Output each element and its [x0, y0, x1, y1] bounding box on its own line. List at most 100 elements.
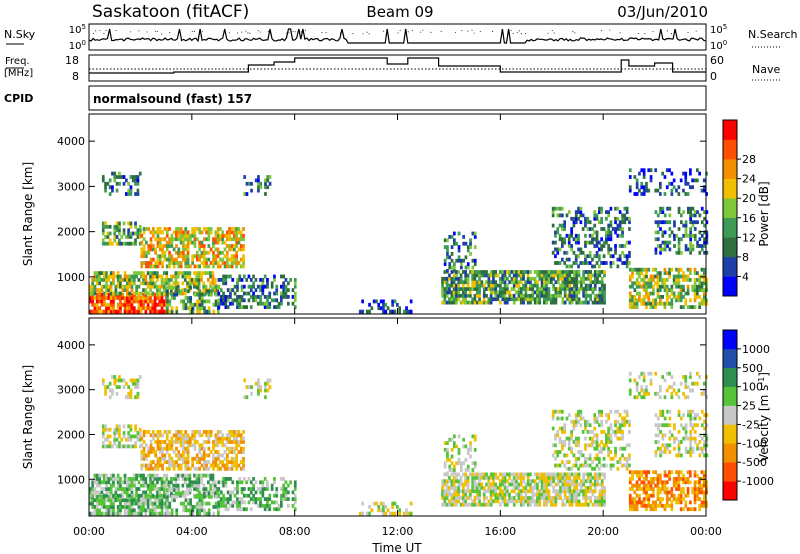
power-cell	[226, 237, 229, 242]
velocity-cell	[691, 487, 694, 491]
velocity-cell	[233, 440, 236, 444]
power-cell	[197, 274, 201, 279]
velocity-cell	[526, 479, 530, 484]
power-cell	[661, 240, 665, 245]
velocity-cell	[144, 483, 148, 488]
power-cell	[441, 280, 444, 285]
power-cell	[280, 284, 283, 289]
velocity-cell	[496, 486, 500, 490]
power-cell	[478, 280, 481, 285]
velocity-cell	[116, 480, 120, 485]
velocity-cell	[682, 473, 685, 478]
power-cell	[466, 287, 470, 291]
power-cell	[134, 221, 137, 226]
colorbar-tick-label: 28	[742, 153, 756, 166]
velocity-cell	[572, 463, 576, 468]
velocity-cell	[212, 446, 215, 451]
power-cell	[186, 299, 190, 304]
power-cell	[170, 261, 174, 265]
power-cell	[645, 288, 648, 292]
power-cell	[473, 300, 477, 305]
velocity-cell	[293, 493, 297, 498]
power-cell	[577, 233, 580, 238]
velocity-cell	[282, 490, 285, 495]
power-cell	[182, 306, 185, 311]
velocity-cell	[156, 446, 160, 451]
power-cell	[574, 210, 578, 214]
power-cell	[186, 274, 189, 279]
velocity-cell	[551, 416, 555, 421]
power-cell	[492, 287, 495, 291]
velocity-cell	[284, 497, 288, 501]
velocity-cell	[149, 508, 152, 513]
power-cell	[519, 290, 523, 295]
velocity-cell	[652, 490, 655, 495]
velocity-cell	[142, 450, 146, 454]
power-cell	[266, 185, 270, 190]
power-cell	[672, 178, 676, 183]
power-cell	[102, 296, 106, 300]
velocity-cell	[177, 430, 181, 434]
velocity-cell	[508, 475, 511, 480]
velocity-cell	[145, 456, 148, 461]
power-cell	[195, 271, 199, 275]
velocity-cell	[256, 487, 260, 491]
velocity-cell	[593, 466, 597, 471]
velocity-cell	[645, 490, 648, 495]
power-cell	[151, 278, 155, 282]
power-cell	[233, 227, 236, 231]
power-cell	[607, 244, 610, 248]
velocity-cell	[158, 456, 162, 461]
velocity-cell	[689, 500, 692, 505]
velocity-cell	[147, 450, 151, 454]
velocity-cell	[584, 472, 588, 477]
velocity-cell	[508, 482, 511, 487]
velocity-cell	[146, 508, 150, 513]
power-cell	[609, 261, 613, 265]
power-cell	[280, 295, 283, 299]
power-cell	[572, 223, 576, 228]
velocity-cell	[693, 507, 697, 512]
power-cell	[561, 283, 565, 288]
velocity-cell	[149, 463, 153, 468]
power-cell	[293, 284, 297, 289]
velocity-cell	[170, 508, 174, 513]
power-cell	[575, 287, 579, 291]
velocity-cell	[628, 443, 631, 448]
power-cell	[166, 289, 169, 294]
velocity-cell	[686, 470, 690, 475]
velocity-cell	[142, 473, 145, 478]
velocity-cell	[603, 489, 606, 494]
power-cell	[123, 271, 127, 275]
velocity-cell	[570, 472, 574, 477]
velocity-cell	[106, 437, 110, 442]
power-cell	[138, 235, 142, 239]
velocity-cell	[184, 505, 188, 509]
nsky-left-label: N.Sky	[4, 28, 36, 41]
velocity-cell	[161, 446, 164, 451]
velocity-cell	[457, 479, 461, 484]
power-cell	[533, 276, 537, 281]
velocity-cell	[633, 503, 637, 508]
power-cell	[156, 302, 159, 307]
velocity-cell	[259, 500, 262, 505]
velocity-cell	[659, 500, 662, 505]
velocity-cell	[116, 487, 120, 491]
power-cell	[642, 298, 646, 303]
power-cell	[409, 309, 413, 314]
power-cell	[623, 213, 627, 218]
power-cell	[563, 237, 566, 242]
power-cell	[236, 298, 239, 303]
power-cell	[547, 280, 551, 285]
power-cell	[656, 223, 660, 228]
velocity-cell	[533, 499, 537, 504]
velocity-cell	[670, 503, 674, 508]
velocity-cell	[280, 493, 283, 498]
velocity-cell	[263, 497, 267, 501]
power-cell	[142, 271, 145, 275]
power-cell	[105, 281, 108, 286]
velocity-cell	[202, 456, 206, 461]
velocity-cell	[170, 446, 174, 451]
velocity-cell	[135, 477, 138, 481]
power-cell	[640, 185, 644, 190]
